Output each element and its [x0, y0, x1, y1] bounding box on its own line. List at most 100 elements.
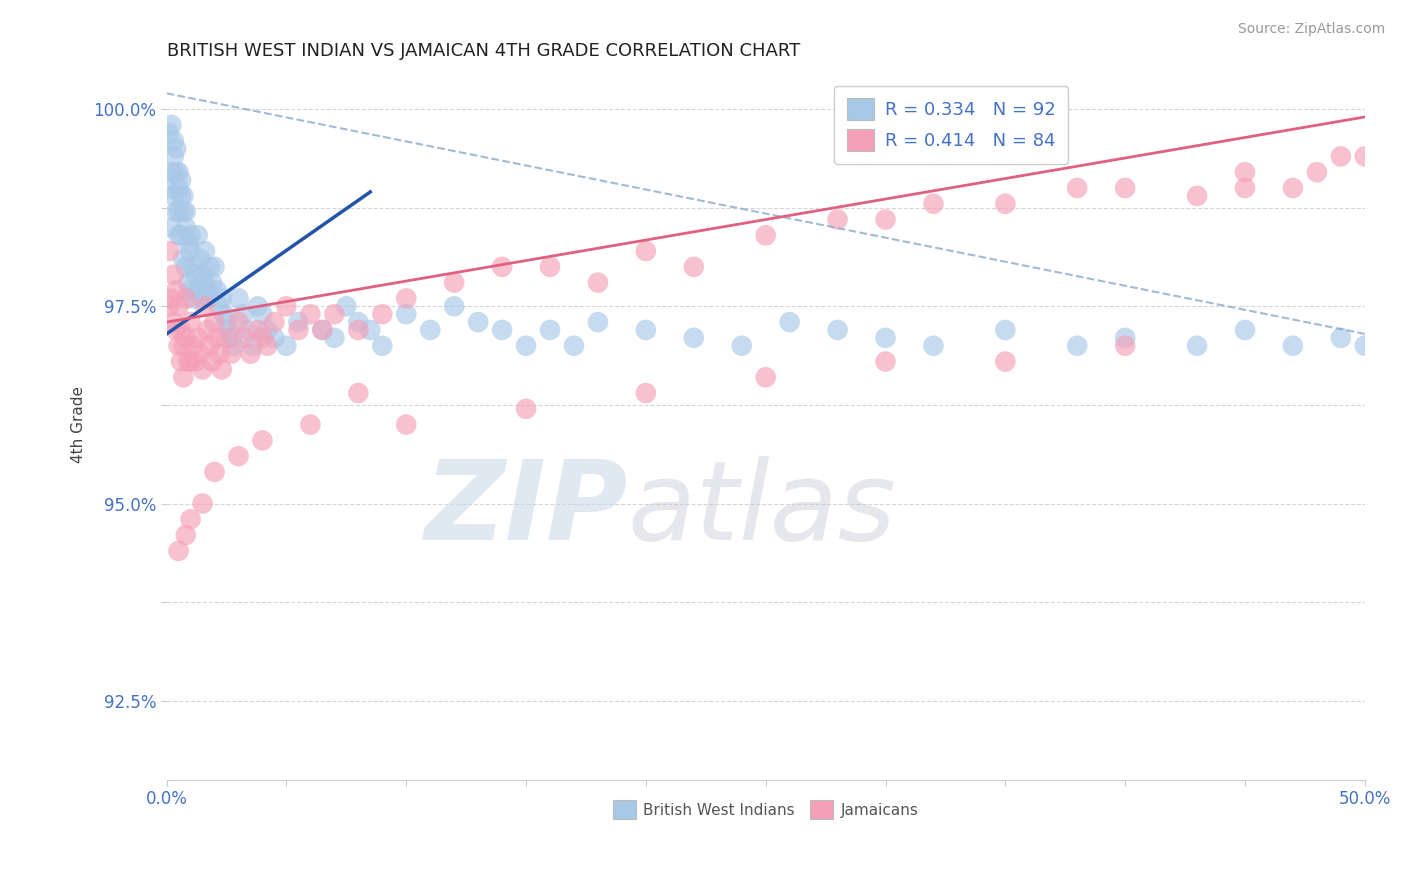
Point: [204, 465, 226, 479]
Point: [228, 315, 250, 329]
Point: [191, 268, 214, 282]
Point: [177, 276, 200, 290]
Point: [165, 284, 187, 298]
Point: [242, 339, 264, 353]
Point: [634, 244, 657, 258]
Point: [515, 339, 537, 353]
Point: [299, 417, 322, 432]
Point: [194, 276, 217, 290]
Point: [347, 386, 370, 401]
Point: [395, 292, 418, 306]
Point: [419, 323, 441, 337]
Point: [163, 134, 186, 148]
Point: [1330, 331, 1353, 345]
Point: [538, 260, 561, 274]
Point: [467, 315, 489, 329]
Point: [170, 228, 193, 243]
Point: [347, 323, 370, 337]
Point: [204, 315, 226, 329]
Point: [181, 260, 204, 274]
Point: [198, 260, 221, 274]
Point: [174, 331, 197, 345]
Point: [180, 354, 202, 368]
Point: [443, 276, 465, 290]
Point: [634, 386, 657, 401]
Point: [359, 323, 381, 337]
Point: [239, 346, 262, 360]
Point: [256, 323, 278, 337]
Point: [172, 189, 194, 203]
Point: [287, 323, 309, 337]
Point: [160, 165, 183, 179]
Point: [167, 165, 190, 179]
Point: [172, 204, 194, 219]
Point: [160, 292, 183, 306]
Point: [201, 276, 224, 290]
Point: [184, 268, 207, 282]
Point: [263, 331, 285, 345]
Point: [755, 370, 778, 384]
Point: [682, 260, 704, 274]
Point: [212, 307, 235, 321]
Point: [323, 307, 346, 321]
Point: [1114, 339, 1136, 353]
Point: [167, 228, 190, 243]
Point: [174, 204, 197, 219]
Point: [1185, 339, 1208, 353]
Point: [194, 299, 217, 313]
Point: [180, 228, 202, 243]
Point: [205, 284, 228, 298]
Point: [165, 165, 187, 179]
Point: [163, 149, 186, 163]
Point: [211, 292, 233, 306]
Point: [1185, 189, 1208, 203]
Point: [177, 236, 200, 251]
Point: [994, 354, 1017, 368]
Point: [827, 212, 849, 227]
Y-axis label: 4th Grade: 4th Grade: [72, 386, 86, 463]
Point: [157, 181, 180, 195]
Point: [246, 299, 269, 313]
Point: [1306, 165, 1329, 179]
Point: [922, 339, 945, 353]
Point: [562, 339, 585, 353]
Point: [177, 354, 200, 368]
Point: [347, 315, 370, 329]
Point: [188, 346, 211, 360]
Text: ZIP: ZIP: [425, 457, 628, 564]
Point: [172, 370, 194, 384]
Point: [167, 181, 190, 195]
Point: [170, 323, 193, 337]
Point: [276, 299, 298, 313]
Text: atlas: atlas: [628, 457, 897, 564]
Point: [204, 260, 226, 274]
Point: [167, 299, 190, 313]
Point: [208, 346, 231, 360]
Point: [205, 331, 228, 345]
Legend: British West Indians, Jamaicans: British West Indians, Jamaicans: [606, 795, 925, 825]
Point: [395, 417, 418, 432]
Point: [187, 331, 209, 345]
Point: [1354, 339, 1376, 353]
Point: [195, 284, 218, 298]
Point: [263, 315, 285, 329]
Point: [157, 299, 180, 313]
Point: [1114, 181, 1136, 195]
Point: [218, 323, 240, 337]
Point: [163, 189, 186, 203]
Point: [1282, 181, 1305, 195]
Point: [779, 315, 801, 329]
Point: [994, 323, 1017, 337]
Point: [922, 196, 945, 211]
Point: [491, 260, 513, 274]
Point: [256, 339, 278, 353]
Point: [538, 323, 561, 337]
Point: [1066, 339, 1088, 353]
Point: [232, 307, 254, 321]
Point: [174, 220, 197, 235]
Point: [222, 339, 245, 353]
Point: [160, 220, 183, 235]
Point: [188, 252, 211, 266]
Point: [172, 252, 194, 266]
Point: [994, 196, 1017, 211]
